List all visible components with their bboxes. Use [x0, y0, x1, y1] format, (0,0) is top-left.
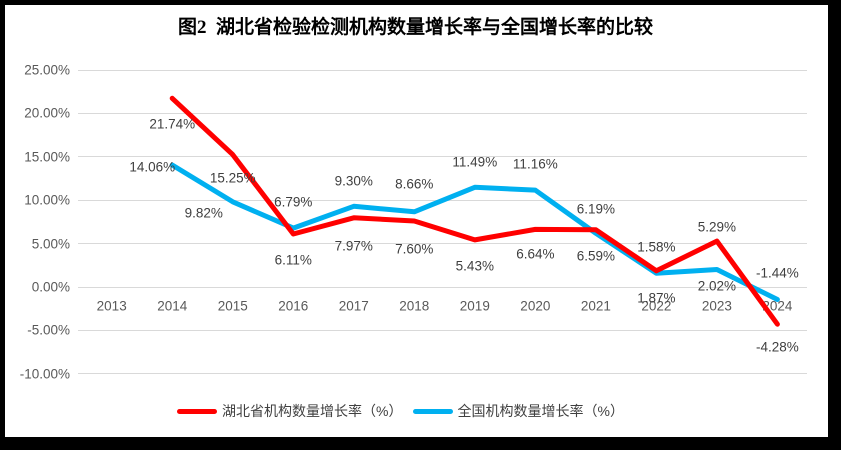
data-label: 8.66%	[395, 176, 434, 192]
gridline	[78, 69, 807, 71]
gridline	[78, 329, 807, 331]
national-line-swatch	[412, 408, 453, 414]
hubei-line-swatch	[177, 408, 218, 414]
legend-label-national: 全国机构数量增长率（%）	[457, 403, 624, 419]
series-line	[169, 162, 780, 302]
gridline	[78, 286, 807, 288]
x-axis-tick-label: 2020	[520, 298, 551, 314]
chart-title: 图2 湖北省检验检测机构数量增长率与全国增长率的比较	[177, 17, 653, 38]
data-label: -4.28%	[756, 339, 799, 355]
y-axis-tick-label: -5.00%	[27, 322, 70, 338]
data-label: 6.64%	[516, 246, 555, 262]
gridline	[78, 373, 807, 375]
y-axis-tick-label: 0.00%	[31, 279, 70, 295]
data-label: 14.06%	[129, 159, 176, 175]
data-label: 15.25%	[209, 170, 256, 186]
gridline	[78, 156, 807, 158]
data-label: 1.58%	[637, 239, 676, 255]
x-axis-tick-label: 2016	[278, 298, 309, 314]
data-label: 6.79%	[274, 194, 313, 210]
data-label: 6.59%	[576, 248, 615, 264]
x-axis-tick-label: 2022	[641, 298, 672, 314]
data-label: 21.74%	[149, 116, 196, 132]
legend-item-hubei: 湖北省机构数量增长率（%）	[177, 401, 403, 421]
y-axis-tick-label: 5.00%	[31, 236, 70, 252]
y-axis-tick-label: 15.00%	[24, 149, 70, 165]
data-label: 9.30%	[334, 173, 373, 189]
legend-item-national: 全国机构数量增长率（%）	[412, 401, 624, 421]
x-axis-tick-label: 2013	[96, 298, 127, 314]
x-axis-tick-label: 2023	[701, 298, 732, 314]
x-axis-tick-label: 2014	[157, 298, 188, 314]
series-line	[169, 95, 780, 327]
x-axis-tick-label: 2017	[338, 298, 369, 314]
data-label: 9.82%	[184, 205, 223, 221]
data-label: 5.29%	[697, 219, 737, 235]
x-axis-tick-label: 2018	[399, 298, 430, 314]
data-label: 2.02%	[697, 278, 737, 294]
data-label: -1.44%	[756, 265, 799, 281]
data-label: 11.49%	[452, 154, 498, 170]
legend-label-hubei: 湖北省机构数量增长率（%）	[222, 403, 403, 419]
x-axis-tick-label: 2015	[217, 298, 248, 314]
data-label: 6.19%	[576, 201, 615, 217]
legend: 湖北省机构数量增长率（%） 全国机构数量增长率（%）	[0, 401, 801, 421]
data-label: 7.97%	[334, 238, 373, 254]
data-label: 5.43%	[455, 258, 494, 274]
data-label: 6.11%	[274, 252, 312, 268]
x-axis-tick-label: 2021	[580, 298, 611, 314]
data-label: 11.16%	[512, 156, 558, 172]
y-axis-tick-label: 25.00%	[24, 62, 70, 78]
y-axis-tick-label: -10.00%	[19, 366, 70, 382]
y-axis-tick-label: 10.00%	[24, 192, 70, 208]
y-axis-tick-label: 20.00%	[24, 105, 70, 121]
data-label: 7.60%	[395, 241, 434, 257]
data-label: 1.87%	[637, 290, 676, 306]
gridline	[78, 112, 807, 114]
x-axis-tick-label: 2019	[459, 298, 490, 314]
gridline	[78, 243, 807, 245]
